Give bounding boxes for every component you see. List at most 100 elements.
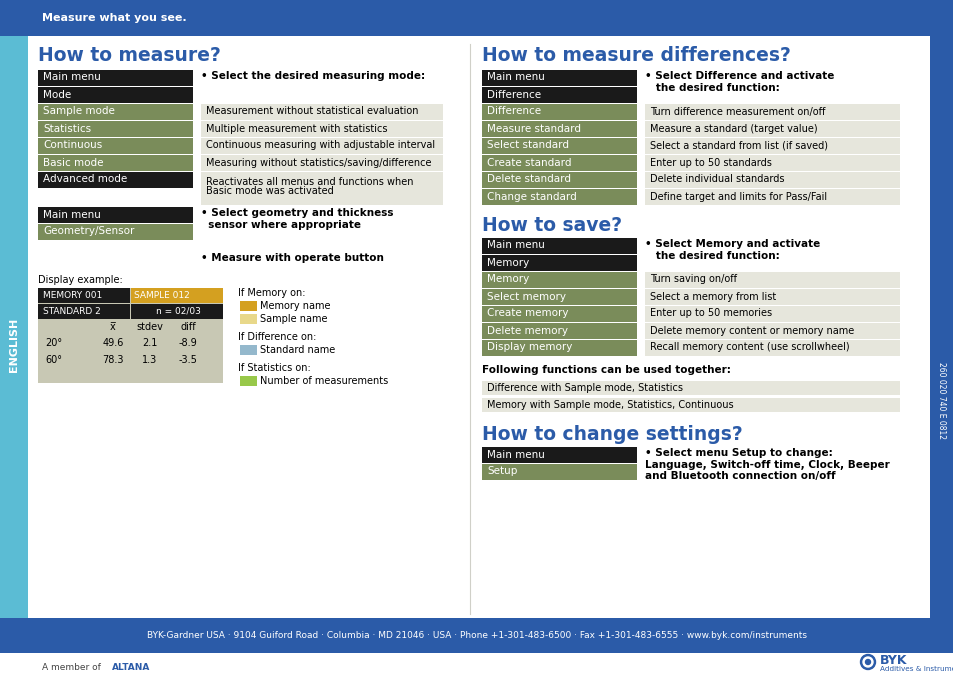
Text: Geometry/Sensor: Geometry/Sensor — [43, 227, 134, 236]
Text: Reactivates all menus and functions when: Reactivates all menus and functions when — [206, 177, 413, 187]
Text: Statistics: Statistics — [43, 123, 91, 133]
Circle shape — [864, 659, 869, 665]
Bar — [38, 155, 193, 171]
Text: Mode: Mode — [43, 89, 71, 99]
Text: 49.6: 49.6 — [102, 338, 124, 348]
Bar — [38, 224, 193, 240]
Bar — [38, 138, 193, 154]
Bar — [481, 121, 637, 137]
Text: Additives & Instruments: Additives & Instruments — [879, 666, 953, 672]
Bar — [481, 238, 637, 254]
Text: • Select Memory and activate
   the desired function:: • Select Memory and activate the desired… — [644, 239, 820, 261]
Text: Difference: Difference — [486, 106, 540, 116]
Bar — [481, 306, 637, 322]
Text: Multiple measurement with statistics: Multiple measurement with statistics — [206, 123, 387, 133]
Text: Main menu: Main menu — [486, 72, 544, 82]
Bar — [201, 138, 442, 154]
Text: 60°: 60° — [46, 355, 63, 365]
Circle shape — [860, 654, 875, 669]
Bar — [481, 172, 637, 188]
Text: If Statistics on:: If Statistics on: — [237, 363, 311, 373]
Text: 260 020 740 E 0812: 260 020 740 E 0812 — [937, 362, 945, 439]
Bar — [240, 376, 256, 386]
Text: 78.3: 78.3 — [102, 355, 124, 365]
Bar — [201, 155, 442, 171]
Bar — [0, 618, 953, 653]
Text: Measure a standard (target value): Measure a standard (target value) — [649, 123, 817, 133]
Bar — [481, 87, 637, 103]
Text: BYK: BYK — [879, 654, 906, 667]
Text: Delete memory: Delete memory — [486, 326, 567, 336]
Bar — [240, 301, 256, 311]
Bar — [481, 398, 899, 412]
Text: 1.3: 1.3 — [142, 355, 157, 365]
Bar — [644, 306, 899, 322]
Bar — [38, 70, 193, 86]
Text: Basic mode was activated: Basic mode was activated — [206, 186, 334, 196]
Text: How to measure?: How to measure? — [38, 46, 221, 65]
Text: How to measure differences?: How to measure differences? — [481, 46, 790, 65]
Text: x̅: x̅ — [110, 322, 115, 332]
Bar — [38, 121, 193, 137]
Text: Basic mode: Basic mode — [43, 157, 103, 168]
Bar — [481, 464, 637, 480]
Bar — [481, 340, 637, 356]
Bar — [0, 36, 28, 681]
Text: Measure standard: Measure standard — [486, 123, 580, 133]
Text: How to change settings?: How to change settings? — [481, 425, 742, 444]
Bar — [38, 207, 193, 223]
Text: Enter up to 50 standards: Enter up to 50 standards — [649, 157, 771, 168]
Text: Measurement without statistical evaluation: Measurement without statistical evaluati… — [206, 106, 418, 116]
Text: Create memory: Create memory — [486, 308, 568, 319]
Text: Create standard: Create standard — [486, 157, 571, 168]
Text: MEMORY 001: MEMORY 001 — [43, 291, 102, 300]
Bar — [38, 87, 193, 103]
Text: ENGLISH: ENGLISH — [9, 318, 19, 372]
Text: Memory name: Memory name — [260, 301, 330, 311]
Text: SAMPLE 012: SAMPLE 012 — [133, 291, 190, 300]
Bar — [38, 304, 130, 319]
Circle shape — [862, 657, 872, 667]
Bar — [0, 653, 953, 681]
Bar — [644, 138, 899, 154]
Text: Difference: Difference — [486, 89, 540, 99]
Text: Recall memory content (use scrollwheel): Recall memory content (use scrollwheel) — [649, 343, 849, 353]
Bar — [38, 288, 223, 383]
Text: Memory with Sample mode, Statistics, Continuous: Memory with Sample mode, Statistics, Con… — [486, 400, 733, 410]
Text: • Select menu Setup to change:
Language, Switch-off time, Clock, Beeper
and Blue: • Select menu Setup to change: Language,… — [644, 448, 889, 481]
Text: -8.9: -8.9 — [178, 338, 197, 348]
Text: Turn saving on/off: Turn saving on/off — [649, 274, 737, 285]
Text: 20°: 20° — [46, 338, 63, 348]
Bar — [481, 381, 899, 395]
Bar — [240, 314, 256, 324]
Bar — [481, 104, 637, 120]
Bar — [644, 172, 899, 188]
Text: Delete individual standards: Delete individual standards — [649, 174, 783, 185]
Text: Measuring without statistics/saving/difference: Measuring without statistics/saving/diff… — [206, 157, 431, 168]
Bar — [644, 104, 899, 120]
Text: Delete memory content or memory name: Delete memory content or memory name — [649, 326, 853, 336]
Text: Setup: Setup — [486, 466, 517, 477]
Text: • Measure with operate button: • Measure with operate button — [201, 253, 383, 263]
Text: Turn difference measurement on/off: Turn difference measurement on/off — [649, 106, 824, 116]
Text: Main menu: Main menu — [486, 449, 544, 460]
Text: -3.5: -3.5 — [178, 355, 197, 365]
Text: If Memory on:: If Memory on: — [237, 288, 305, 298]
Bar — [201, 121, 442, 137]
Text: • Select geometry and thickness
  sensor where appropriate: • Select geometry and thickness sensor w… — [201, 208, 393, 229]
Text: Delete standard: Delete standard — [486, 174, 571, 185]
Text: Enter up to 50 memories: Enter up to 50 memories — [649, 308, 771, 319]
Bar — [644, 121, 899, 137]
Text: Sample name: Sample name — [260, 314, 327, 324]
Text: Display memory: Display memory — [486, 343, 572, 353]
Bar — [481, 272, 637, 288]
Text: Memory: Memory — [486, 257, 529, 268]
Text: Select a standard from list (if saved): Select a standard from list (if saved) — [649, 140, 827, 151]
Bar — [481, 255, 637, 271]
Text: How to save?: How to save? — [481, 216, 621, 235]
Text: STANDARD 2: STANDARD 2 — [43, 307, 101, 316]
Text: Select standard: Select standard — [486, 140, 568, 151]
Text: Number of measurements: Number of measurements — [260, 376, 388, 386]
Text: Following functions can be used together:: Following functions can be used together… — [481, 365, 730, 375]
Text: diff: diff — [180, 322, 195, 332]
